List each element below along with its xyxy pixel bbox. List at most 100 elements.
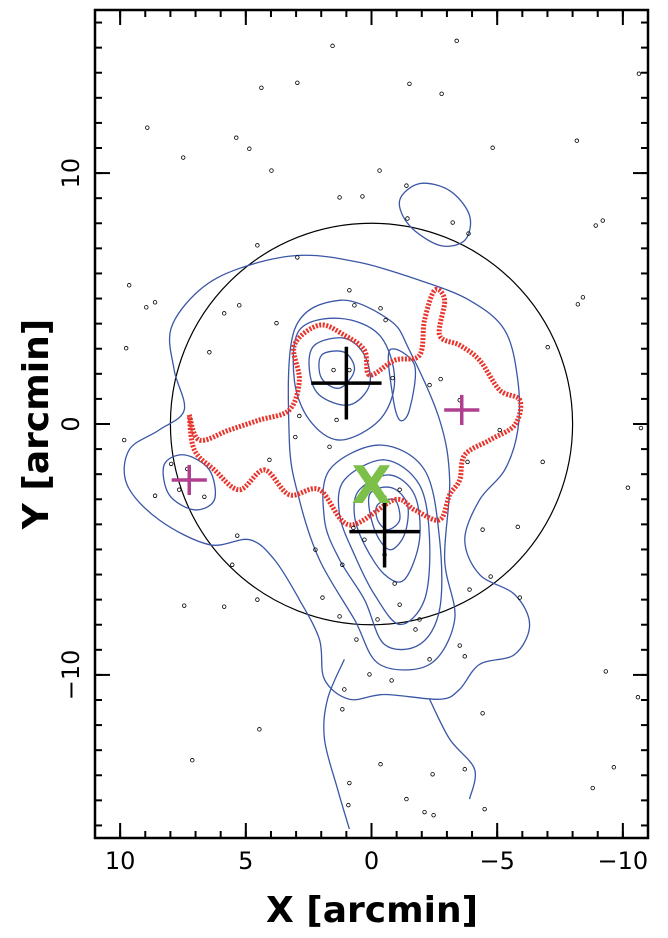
contour (162, 454, 217, 511)
x-tick-label: 0 (364, 847, 379, 875)
contour (337, 459, 431, 626)
point (575, 302, 581, 307)
point (378, 306, 383, 311)
point (467, 587, 472, 592)
point (295, 255, 300, 260)
point (222, 604, 227, 609)
point (295, 80, 300, 85)
point (340, 562, 345, 567)
x-tick-label: 10 (105, 847, 136, 875)
point (331, 367, 336, 373)
contour (287, 299, 456, 671)
contour (318, 350, 356, 389)
point (438, 376, 443, 382)
point (490, 145, 495, 150)
y-tick-label: 10 (57, 158, 85, 189)
point (327, 444, 332, 450)
contour (123, 254, 531, 701)
point (405, 216, 410, 221)
point (202, 494, 207, 499)
point (293, 434, 298, 440)
contour (387, 348, 417, 422)
point (422, 809, 427, 815)
point (190, 758, 195, 763)
point (625, 485, 631, 490)
point (515, 524, 520, 530)
annotation: X (351, 456, 391, 516)
point (234, 135, 239, 140)
y-axis-label: Y [arcmin] (16, 319, 57, 530)
point (407, 81, 412, 86)
point (337, 614, 342, 619)
point (342, 687, 347, 692)
point (126, 283, 132, 288)
point (347, 780, 352, 786)
contour (375, 498, 401, 531)
point (480, 527, 485, 532)
point (269, 168, 274, 173)
point (230, 562, 235, 567)
point (413, 627, 418, 632)
point (177, 487, 182, 492)
point (360, 194, 365, 199)
point (121, 437, 127, 443)
x-tick-label: 5 (238, 847, 253, 875)
point (347, 288, 352, 293)
point (255, 243, 260, 248)
point (427, 657, 432, 662)
contour (367, 486, 409, 551)
point (590, 785, 595, 791)
point (430, 772, 435, 777)
point (354, 637, 359, 642)
point (397, 602, 402, 607)
point (267, 457, 272, 463)
point (392, 581, 397, 586)
point (152, 300, 158, 305)
point (334, 417, 339, 423)
point (123, 346, 129, 351)
point (144, 305, 149, 310)
point (181, 155, 186, 160)
point (346, 802, 351, 808)
contour (322, 444, 443, 651)
point (457, 643, 462, 648)
boundary (186, 286, 524, 528)
point (383, 317, 388, 323)
point (367, 672, 372, 677)
point (168, 461, 174, 467)
point (152, 493, 158, 498)
point (462, 767, 467, 772)
point (600, 218, 605, 223)
point (182, 603, 187, 608)
point (313, 547, 318, 552)
point (404, 796, 409, 802)
point (274, 320, 279, 326)
point (320, 595, 325, 600)
point (545, 345, 550, 350)
point (603, 669, 608, 674)
point (257, 727, 262, 732)
x-axis-label: X [arcmin] (266, 890, 478, 931)
point (330, 43, 335, 49)
point (450, 220, 455, 225)
point (593, 223, 598, 228)
point (378, 762, 383, 767)
contour (292, 317, 396, 441)
point (482, 806, 487, 812)
point (247, 146, 252, 151)
point (207, 350, 212, 355)
point (466, 231, 471, 236)
point (404, 183, 409, 188)
point (352, 303, 357, 308)
point (465, 459, 470, 465)
contour (398, 182, 472, 247)
x-tick-label: −10 (598, 847, 649, 875)
point (488, 574, 493, 579)
point (431, 812, 436, 818)
point (259, 85, 264, 90)
point (636, 71, 642, 76)
point (397, 487, 402, 492)
point (340, 707, 345, 712)
point (517, 595, 523, 600)
